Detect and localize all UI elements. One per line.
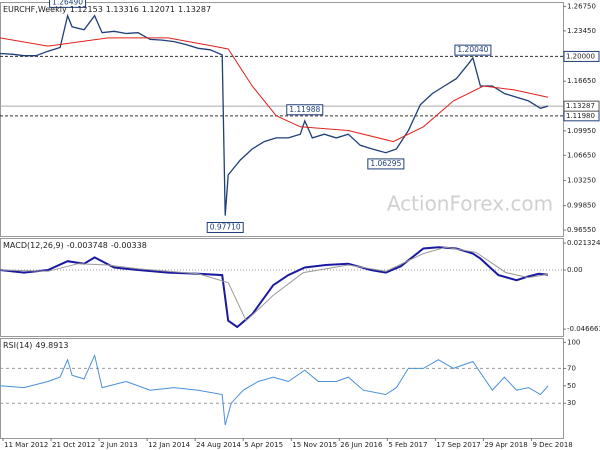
y-tick-label: 1.03250 (567, 176, 596, 184)
level-label: 1.11980 (566, 112, 595, 120)
annotation-label: 1.11988 (289, 105, 320, 114)
last-price-box (563, 100, 600, 112)
watermark: ActionForex.com (387, 192, 553, 216)
title-text: EURCHF,Weekly (3, 5, 67, 14)
panel-title: RSI(14) 49.8913 (3, 341, 69, 350)
x-tick-label: 21 Oct 2012 (52, 441, 95, 449)
title-text: RSI(14) (3, 341, 32, 350)
level-box (563, 50, 600, 62)
annotation-box (454, 44, 492, 56)
y-tick-label: 30 (567, 399, 576, 407)
series-line (0, 37, 549, 143)
header-value: 1.13316 (106, 5, 139, 14)
panel-frame (0, 238, 564, 337)
y-tick-label: 50 (567, 382, 576, 390)
header-value: 1.12153 (70, 5, 103, 14)
panel-title: EURCHF,Weekly 1.12153 1.13316 1.12071 1.1328… (3, 5, 211, 14)
y-tick-label: 1.16650 (567, 77, 596, 85)
annotation-box (206, 221, 244, 233)
annotation-label: 1.20040 (457, 45, 488, 54)
annotation-box (49, 0, 87, 8)
x-tick-label: 15 Nov 2015 (292, 441, 337, 449)
x-tick-label: 2 Jun 2013 (100, 441, 138, 449)
y-tick-label: 70 (567, 364, 576, 372)
y-tick-label: 1.06650 (567, 151, 596, 159)
y-tick-label: 0.00 (567, 266, 583, 274)
annotation-label: 1.26490 (52, 0, 83, 6)
header-value: 1.13287 (178, 5, 211, 14)
x-tick-label: 5 Feb 2017 (388, 441, 427, 449)
y-tick-label: 0.96550 (567, 226, 596, 234)
annotation-label: 0.97710 (210, 222, 241, 231)
level-label: 1.20000 (566, 52, 595, 60)
series-line (0, 246, 549, 322)
x-tick-label: 29 Apr 2018 (484, 441, 527, 449)
header-value: -0.00338 (111, 241, 147, 250)
y-tick-label: 0.021324 (567, 239, 600, 247)
x-tick-label: 17 Sep 2017 (436, 441, 480, 449)
annotation-label: 1.06295 (370, 159, 401, 168)
last-price-label: 1.13287 (566, 102, 595, 110)
y-tick-label: 100 (567, 338, 580, 346)
x-tick-label: 11 Mar 2012 (4, 441, 48, 449)
x-tick-label: 24 Aug 2014 (196, 441, 241, 449)
series-line (0, 353, 549, 426)
y-tick-label: 1.26750 (567, 2, 596, 10)
series-line (0, 246, 549, 329)
annotation-box (286, 104, 324, 116)
title-text: MACD(12,26,9) (3, 241, 64, 250)
series-line (0, 13, 549, 216)
y-tick-label: -0.046663 (567, 325, 600, 333)
x-tick-label: 12 Jan 2014 (148, 441, 191, 449)
y-tick-label: 1.23450 (567, 27, 596, 35)
header-value: 49.8913 (35, 341, 68, 350)
panel-title: MACD(12,26,9) -0.003748 -0.00338 (3, 241, 147, 250)
x-tick-label: 9 Dec 2018 (532, 441, 572, 449)
y-tick-label: 1.09950 (567, 127, 596, 135)
panel-frame (0, 338, 564, 439)
x-tick-label: 5 Apr 2015 (244, 441, 283, 449)
header-value: -0.003748 (67, 241, 108, 250)
x-tick-label: 26 Jun 2016 (340, 441, 383, 449)
header-value: 1.12071 (142, 5, 175, 14)
annotation-box (367, 158, 405, 170)
y-tick-label: 0.99850 (567, 202, 596, 210)
